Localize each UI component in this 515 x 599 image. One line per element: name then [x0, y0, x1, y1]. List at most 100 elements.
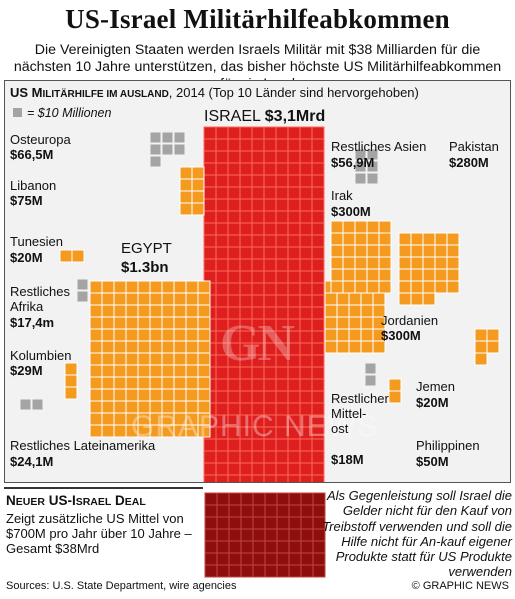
egypt-unit: [89, 376, 103, 390]
osteuropa-unit: [173, 131, 186, 144]
jordanien-unit: [348, 304, 362, 318]
israel-unit: [263, 378, 277, 392]
philippinen-unit: [474, 352, 488, 366]
israel-unit: [251, 294, 265, 308]
jordanien-unit: [348, 328, 362, 342]
deal-unit: [216, 504, 230, 518]
israel-unit: [287, 138, 301, 152]
deal-unit: [288, 540, 302, 554]
israel-unit: [275, 162, 289, 176]
israel-unit: [311, 270, 325, 284]
israel-unit: [215, 450, 229, 464]
egypt-unit: [137, 280, 151, 294]
israel-unit: [311, 282, 325, 296]
jordanien-name: Jordanien: [381, 313, 439, 328]
israel-unit: [203, 450, 217, 464]
deal-unit: [204, 564, 218, 578]
conditions-note: Als Gegenleistung soll Israel die Gelder…: [322, 488, 512, 580]
irak-unit: [378, 232, 392, 246]
israel-unit: [287, 450, 301, 464]
libanon-unit: [191, 166, 205, 180]
israel-unit: [311, 246, 325, 260]
israel-unit: [215, 174, 229, 188]
egypt-unit: [89, 304, 103, 318]
tunesien-unit: [71, 249, 85, 263]
israel-unit: [239, 150, 253, 164]
israel-unit: [239, 246, 253, 260]
pakistan-unit: [434, 232, 448, 246]
deal-unit: [276, 492, 290, 506]
mittelost-value: $18M: [331, 452, 364, 467]
irak-name: Irak: [331, 188, 353, 203]
israel-unit: [215, 246, 229, 260]
israel-unit: [251, 162, 265, 176]
chart-panel: US MILITÄRHILFE IM AUSLAND, 2014 (Top 10…: [4, 80, 511, 483]
egypt-unit: [89, 328, 103, 342]
mittelost-block: [364, 362, 377, 387]
israel-unit: [287, 198, 301, 212]
israel-unit: [239, 294, 253, 308]
pakistan-unit: [422, 256, 436, 270]
egypt-unit: [173, 340, 187, 354]
egypt-unit: [173, 304, 187, 318]
israel-unit: [251, 126, 265, 140]
egypt-unit: [89, 280, 103, 294]
egypt-unit: [89, 340, 103, 354]
israel-unit: [239, 450, 253, 464]
deal-unit: [240, 564, 254, 578]
egypt-unit: [113, 280, 127, 294]
pakistan-unit: [410, 232, 424, 246]
israel-unit: [251, 282, 265, 296]
israel-unit: [299, 390, 313, 404]
israel-unit: [239, 162, 253, 176]
israel-unit: [227, 462, 241, 476]
israel-unit: [263, 258, 277, 272]
irak-unit: [342, 244, 356, 258]
israel-unit: [275, 246, 289, 260]
egypt-unit: [173, 376, 187, 390]
osteuropa-unit: [161, 131, 174, 144]
israel-unit: [239, 462, 253, 476]
egypt-unit: [161, 340, 175, 354]
irak-unit: [378, 280, 392, 294]
egypt-unit: [173, 388, 187, 402]
egypt-unit: [185, 388, 199, 402]
israel-unit: [215, 378, 229, 392]
egypt-unit: [149, 292, 163, 306]
deal-unit: [264, 504, 278, 518]
pakistan-unit: [398, 292, 412, 306]
deal-unit: [276, 504, 290, 518]
israel-unit: [275, 258, 289, 272]
israel-unit: [251, 450, 265, 464]
israel-unit: [311, 342, 325, 356]
israel-unit: [299, 174, 313, 188]
jordanien-unit: [348, 316, 362, 330]
israel-unit: [203, 174, 217, 188]
pakistan-unit: [410, 256, 424, 270]
philippinen-unit: [474, 328, 488, 342]
israel-unit: [203, 222, 217, 236]
deal-unit: [228, 540, 242, 554]
israel-unit: [287, 210, 301, 224]
pakistan-unit: [434, 244, 448, 258]
egypt-unit: [101, 292, 115, 306]
egypt-unit: [101, 304, 115, 318]
egypt-unit: [185, 304, 199, 318]
israel-unit: [299, 150, 313, 164]
irak-unit: [378, 244, 392, 258]
israel-unit: [227, 390, 241, 404]
libanon-unit: [191, 202, 205, 216]
egypt-unit: [101, 280, 115, 294]
pakistan-block: [398, 232, 460, 306]
pakistan-name: Pakistan: [449, 139, 499, 154]
egypt-unit: [149, 364, 163, 378]
israel-unit: [239, 222, 253, 236]
deal-unit: [204, 516, 218, 530]
egypt-unit: [185, 364, 199, 378]
pakistan-unit: [422, 280, 436, 294]
jemen-unit: [388, 390, 402, 404]
deal-unit: [240, 492, 254, 506]
deal-block: [204, 492, 326, 578]
jordanien-unit: [348, 340, 362, 354]
israel-unit: [227, 150, 241, 164]
